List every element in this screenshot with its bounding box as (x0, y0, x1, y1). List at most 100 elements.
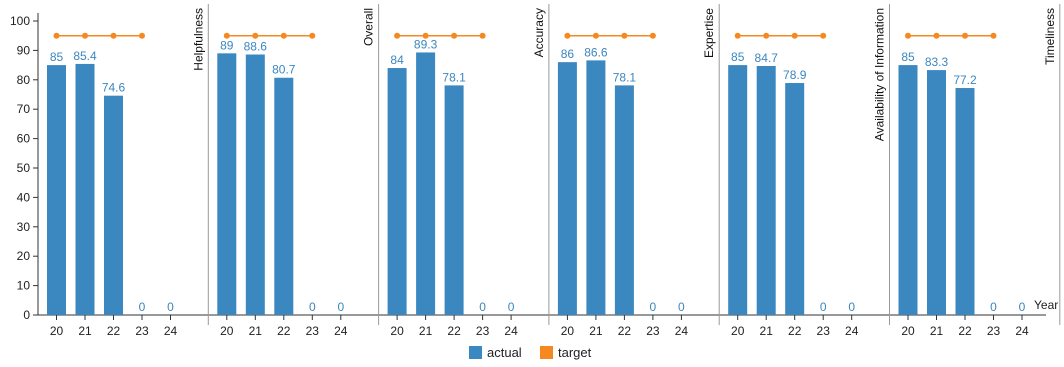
panel-title: Expertise (702, 8, 716, 58)
bar-value-label: 0 (139, 300, 146, 314)
bar-value-label: 0 (479, 300, 486, 314)
panel: Helpfulness 85 20 85.4 21 74.6 22 0 23 0 24 (47, 4, 209, 338)
bar-value-label: 0 (508, 300, 515, 314)
y-tick-label: 80 (17, 73, 31, 87)
chart-panels: Helpfulness852085.42174.622023024Overall… (38, 4, 1061, 338)
bar (75, 63, 95, 316)
x-tick-label: 24 (845, 324, 859, 338)
legend: actual target (469, 345, 592, 360)
bar-value-label: 85 (731, 50, 745, 64)
bar (274, 77, 294, 315)
x-tick-label: 20 (561, 324, 575, 338)
x-tick-label: 22 (107, 324, 121, 338)
bar-value-label: 0 (1019, 300, 1026, 314)
bar (614, 85, 634, 315)
x-tick-label: 24 (164, 324, 178, 338)
x-tick-label: 21 (419, 324, 433, 338)
panel-title: Accuracy (532, 8, 546, 57)
bar (217, 53, 237, 316)
bar-value-label: 0 (337, 300, 344, 314)
x-tick-label: 23 (306, 324, 320, 338)
bar-value-label: 86 (561, 47, 575, 61)
bar (785, 83, 805, 315)
target-point (110, 32, 117, 39)
x-tick-label: 20 (50, 324, 64, 338)
bar-value-label: 85.4 (73, 49, 97, 63)
legend-swatch-target (540, 346, 553, 359)
bar (728, 65, 748, 315)
bar-value-label: 78.9 (783, 68, 807, 82)
x-tick-label: 22 (618, 324, 632, 338)
legend-label-actual: actual (487, 345, 522, 360)
target-point (309, 32, 316, 39)
bar-value-label: 85 (901, 50, 915, 64)
target-point (252, 32, 259, 39)
x-tick-label: 23 (646, 324, 660, 338)
bar (444, 85, 464, 315)
x-tick-label: 24 (1015, 324, 1029, 338)
y-tick-label: 0 (23, 308, 30, 322)
x-tick-label: 20 (390, 324, 404, 338)
x-tick-label: 24 (334, 324, 348, 338)
target-point (905, 32, 911, 39)
bar-value-label: 84.7 (755, 51, 779, 65)
target-point (621, 32, 628, 39)
target-point (280, 32, 287, 39)
target-point (820, 32, 827, 39)
bar-value-label: 89 (220, 38, 234, 52)
bar-value-label: 0 (848, 300, 855, 314)
x-tick-label: 22 (447, 324, 461, 338)
target-point (649, 32, 656, 39)
x-tick-label: 21 (78, 324, 92, 338)
target-point (791, 32, 798, 39)
y-tick-label: 100 (10, 14, 30, 28)
bar-value-label: 0 (820, 300, 827, 314)
bar-value-label: 0 (678, 300, 685, 314)
target-point (763, 32, 770, 39)
y-tick-label: 90 (17, 43, 31, 57)
bar-value-label: 84 (390, 53, 404, 67)
bar (416, 52, 436, 315)
y-axis: 0 10 20 30 40 50 60 70 80 90 100 (10, 13, 39, 322)
y-tick-label: 10 (17, 279, 31, 293)
target-point (223, 32, 230, 39)
y-tick-label: 70 (17, 102, 31, 116)
x-tick-label: 23 (817, 324, 831, 338)
bar (47, 65, 66, 315)
bar-value-label: 0 (167, 300, 174, 314)
x-tick-label: 22 (277, 324, 291, 338)
bar-value-label: 89.3 (414, 37, 438, 51)
y-tick-label: 50 (17, 161, 31, 175)
panel-title: Overall (362, 8, 376, 46)
bar-value-label: 77.2 (953, 73, 977, 87)
target-point (451, 32, 458, 39)
x-tick-label: 20 (220, 324, 234, 338)
y-tick-label: 20 (17, 249, 31, 263)
panel-title: Helpfulness (191, 8, 205, 71)
x-tick-label: 21 (589, 324, 603, 338)
panel: Expertise 86 20 86.6 21 78.1 22 0 23 0 24 (557, 4, 720, 338)
target-point (962, 32, 968, 39)
bar (586, 60, 606, 316)
x-tick-label: 23 (135, 324, 149, 338)
target-point (422, 32, 429, 39)
panel-title: Availability of Information (873, 8, 887, 141)
panel: Overall 89 20 88.6 21 80.7 22 0 23 0 24 (217, 4, 380, 338)
x-tick-label: 21 (930, 324, 944, 338)
y-tick-label: 30 (17, 220, 31, 234)
bar-value-label: 0 (650, 300, 657, 314)
target-point (734, 32, 741, 39)
x-tick-label: 20 (901, 324, 915, 338)
panel: Accuracy 84 20 89.3 21 78.1 22 0 23 0 24 (387, 4, 550, 338)
bar-value-label: 86.6 (584, 45, 608, 59)
x-tick-label: 21 (760, 324, 774, 338)
target-point (53, 32, 60, 39)
x-tick-label: 22 (958, 324, 972, 338)
bar (387, 68, 407, 315)
x-tick-label: 22 (788, 324, 802, 338)
legend-swatch-actual (469, 346, 482, 359)
panel-title: Timeliness (1043, 8, 1057, 65)
bar-value-label: 78.1 (613, 70, 637, 84)
x-tick-label: 23 (987, 324, 1001, 338)
